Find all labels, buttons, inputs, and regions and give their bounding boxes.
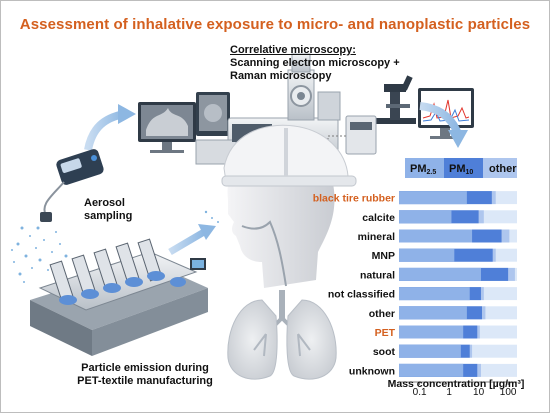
microscopy-line-2: Scanning electron microscopy + [230,57,400,69]
category-label-mineral: mineral [358,231,395,243]
arrow-diagonal [168,228,206,256]
category-label-soot: soot [373,346,396,358]
legend-pm25-label: PM2.5 [410,163,436,176]
legend-pm25-swatch [405,158,445,178]
bar-pm25-unknown [399,363,464,377]
microscopy-line-3: Raman microscopy [230,70,332,82]
arrow-right-head-icon [448,130,468,148]
legend-other-swatch [483,158,517,178]
legend-pm10-swatch [444,158,484,178]
bar-pm25-other [399,306,467,320]
legend-pm10-label: PM10 [449,163,473,176]
category-label-pet: PET [375,327,396,339]
bar-pm25-natural [399,267,481,281]
aerosol-label: Aerosol sampling [84,197,132,223]
category-label-unknown: unknown [349,365,395,377]
emission-line-2: PET-textile manufacturing [77,375,213,387]
microscopy-label: Correlative microscopy: Scanning electro… [230,44,400,83]
x-tick-label-0-1: 0.1 [413,387,427,398]
x-tick-label-1: 1 [446,387,452,398]
raman-microscope-icon [345,75,416,155]
textile-machine-icon [30,238,208,356]
category-label-calcite: calcite [362,212,395,224]
bar-pm25-pet [399,325,464,339]
chart-category-labels: black tire rubber calcite mineral MNP natura… [313,193,396,378]
bar-pm25-mineral [399,229,473,243]
emission-line-1: Particle emission during [81,362,209,374]
bar-pm25-soot [399,344,461,358]
arrow-diagonal-head-icon [198,224,216,240]
particle-spray [11,210,219,283]
category-label-not-classified: not classified [328,289,395,301]
chart-legend: PM2.5 PM10 other [405,158,517,178]
x-tick-label-10: 10 [473,387,485,398]
chart-x-axis: 0.1 1 10 100 [399,381,517,398]
figure-title: Assessment of inhalative exposure to mic… [19,16,531,33]
x-tick-label-100: 100 [500,387,517,398]
bar-pm25-mnp [399,248,455,262]
legend-other-label: other [489,163,517,175]
arrow-left-head-icon [118,104,136,124]
category-label-other: other [369,308,395,320]
category-label-natural: natural [360,269,395,281]
chart-x-axis-title: Mass concentration [µg/m³] [388,378,525,390]
lungs-icon [227,290,337,380]
aerosol-sampler-icon [40,149,104,222]
aerosol-line-1: Aerosol [84,197,125,209]
bar-pm25-calcite [399,210,452,224]
worker-head-icon [221,124,357,288]
chart-bars [399,191,515,377]
emission-label: Particle emission during PET-textile man… [70,362,220,388]
category-label-black-tire-rubber: black tire rubber [313,193,395,205]
bar-pm25-black-tire-rubber [399,191,467,205]
microscopy-title: Correlative microscopy: [230,44,356,56]
aerosol-line-2: sampling [84,210,133,222]
sem-monitor-icon [138,102,196,153]
category-label-mnp: MNP [372,250,395,262]
bar-pm25-not-classified [399,287,470,301]
